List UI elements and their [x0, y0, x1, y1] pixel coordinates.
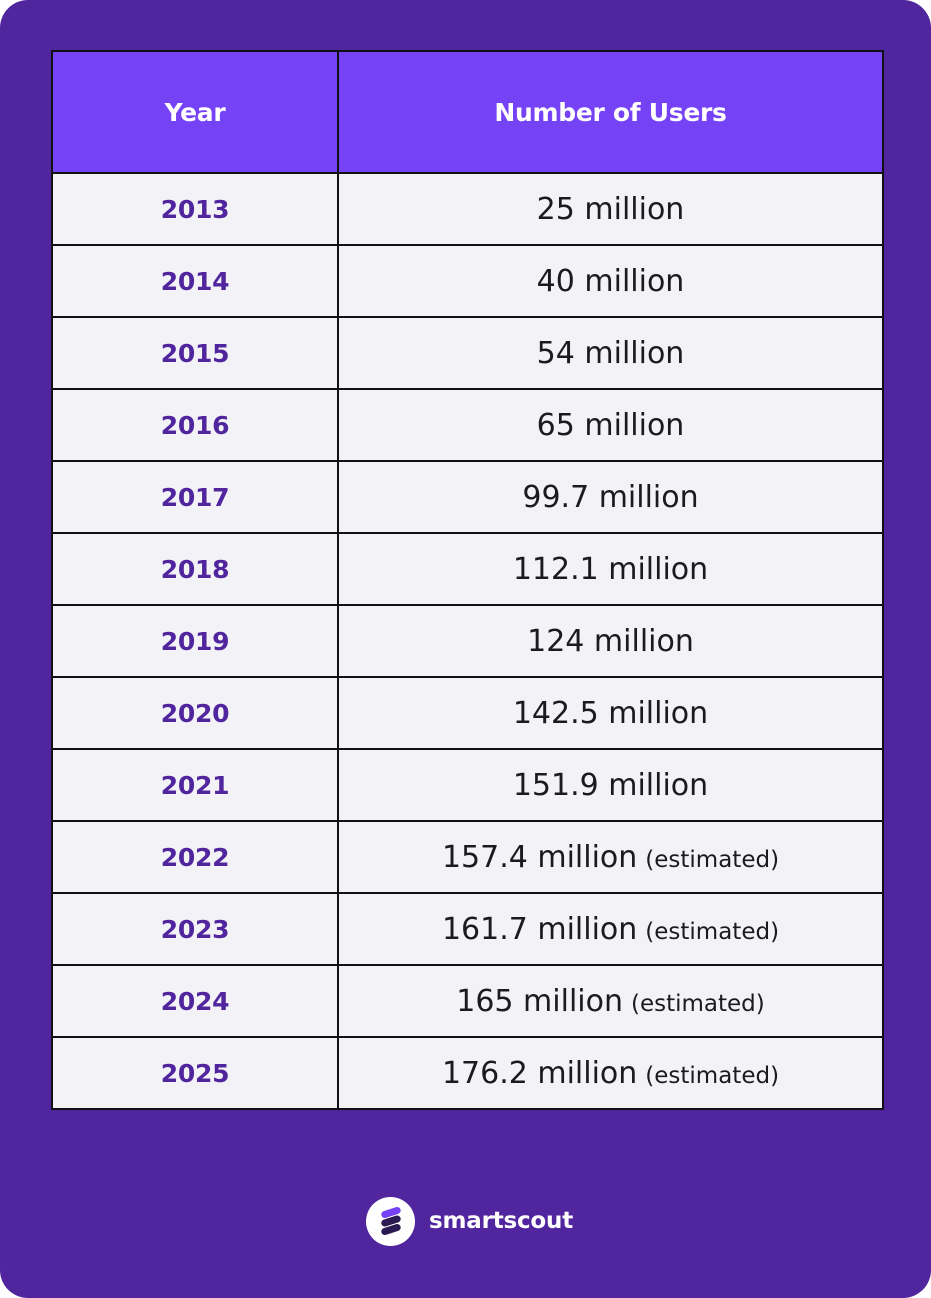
year-cell: 2025 [51, 1036, 339, 1110]
users-value: 112.1 million [512, 551, 709, 587]
users-cell: 99.7 million [337, 460, 884, 534]
year-cell: 2016 [51, 388, 339, 462]
table-row: 2021 151.9 million [51, 748, 884, 822]
year-column-header: Year [51, 50, 339, 174]
users-cell: 25 million [337, 172, 884, 246]
estimate-note: (estimated) [645, 846, 780, 873]
estimate-note: (estimated) [630, 990, 765, 1017]
table-row: 2015 54 million [51, 316, 884, 390]
year-cell: 2021 [51, 748, 339, 822]
table-row: 2023 161.7 million (estimated) [51, 892, 884, 966]
users-value: 151.9 million [512, 767, 709, 803]
table-header-row: Year Number of Users [51, 50, 884, 174]
table-row: 2022 157.4 million (estimated) [51, 820, 884, 894]
smartscout-logo-icon [366, 1196, 415, 1246]
users-value: 161.7 million [441, 911, 638, 947]
users-cell: 124 million [337, 604, 884, 678]
users-cell: 157.4 million (estimated) [337, 820, 884, 894]
users-value: 40 million [536, 263, 685, 299]
year-cell: 2017 [51, 460, 339, 534]
users-cell: 165 million (estimated) [337, 964, 884, 1038]
table-row: 2025 176.2 million (estimated) [51, 1036, 884, 1110]
logo-mark [380, 1206, 401, 1236]
users-cell: 151.9 million [337, 748, 884, 822]
year-cell: 2022 [51, 820, 339, 894]
users-value: 157.4 million [441, 839, 638, 875]
table-row: 2020 142.5 million [51, 676, 884, 750]
users-value: 142.5 million [512, 695, 709, 731]
year-cell: 2023 [51, 892, 339, 966]
users-value: 99.7 million [522, 479, 699, 515]
year-cell: 2015 [51, 316, 339, 390]
table-row: 2024 165 million (estimated) [51, 964, 884, 1038]
users-value: 54 million [536, 335, 685, 371]
estimate-note: (estimated) [645, 1062, 780, 1089]
users-value: 65 million [536, 407, 685, 443]
users-cell: 161.7 million (estimated) [337, 892, 884, 966]
users-cell: 142.5 million [337, 676, 884, 750]
year-cell: 2020 [51, 676, 339, 750]
users-value: 124 million [527, 623, 694, 659]
table-row: 2019 124 million [51, 604, 884, 678]
year-cell: 2024 [51, 964, 339, 1038]
users-column-header: Number of Users [337, 50, 884, 174]
users-cell: 112.1 million [337, 532, 884, 606]
estimate-note: (estimated) [645, 918, 780, 945]
table-row: 2014 40 million [51, 244, 884, 318]
table-body: 2013 25 million 2014 40 million 2015 54 milli… [51, 172, 884, 1110]
users-value: 165 million [456, 983, 623, 1019]
brand-footer: smartscout [366, 1196, 573, 1246]
users-cell: 176.2 million (estimated) [337, 1036, 884, 1110]
year-cell: 2019 [51, 604, 339, 678]
table-row: 2013 25 million [51, 172, 884, 246]
users-cell: 65 million [337, 388, 884, 462]
year-cell: 2013 [51, 172, 339, 246]
users-value: 176.2 million [441, 1055, 638, 1091]
users-table: Year Number of Users 2013 25 million 2014 4… [51, 50, 884, 1110]
users-value: 25 million [536, 191, 685, 227]
logo-stripe-top [380, 1206, 401, 1219]
logo-stripe-middle [380, 1215, 401, 1227]
table-row: 2016 65 million [51, 388, 884, 462]
table-row: 2017 99.7 million [51, 460, 884, 534]
users-cell: 40 million [337, 244, 884, 318]
logo-stripe-bottom [380, 1223, 401, 1236]
users-cell: 54 million [337, 316, 884, 390]
year-cell: 2014 [51, 244, 339, 318]
brand-name: smartscout [429, 1208, 574, 1234]
year-cell: 2018 [51, 532, 339, 606]
table-row: 2018 112.1 million [51, 532, 884, 606]
